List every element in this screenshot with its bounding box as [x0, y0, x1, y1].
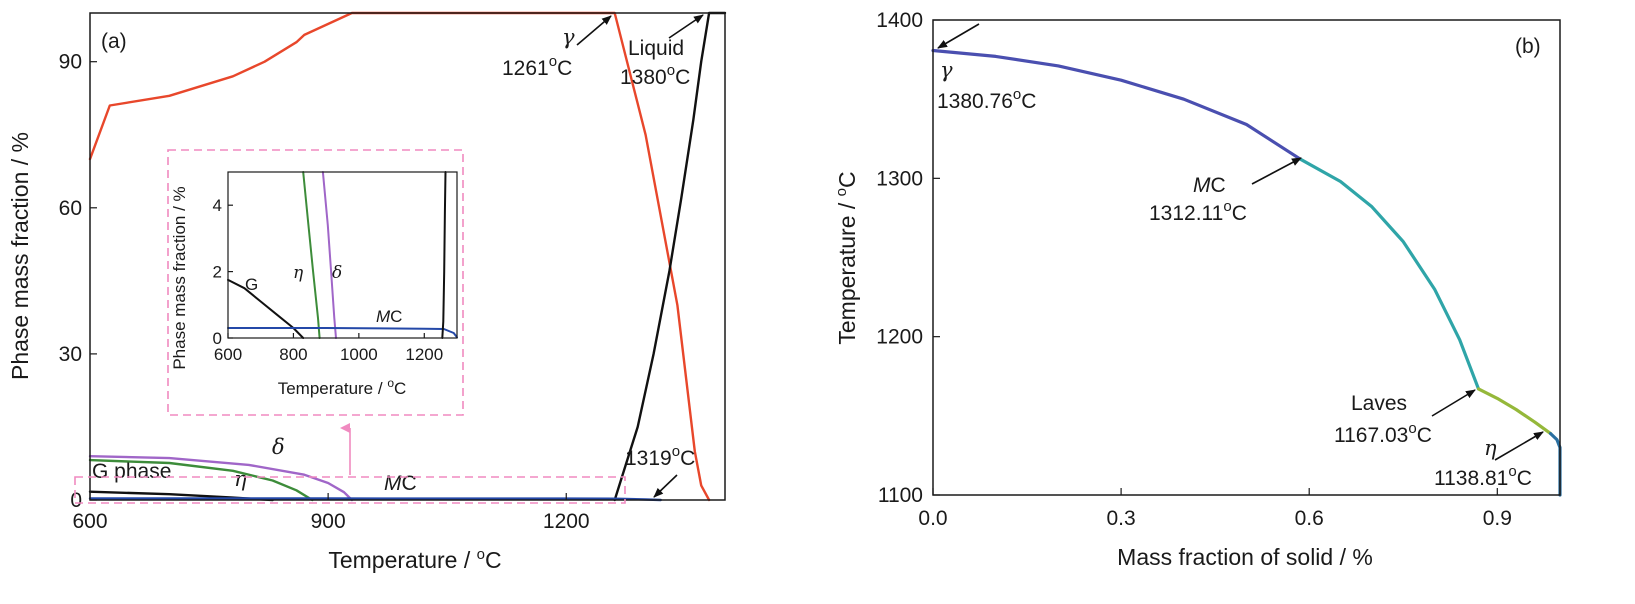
- liquid-annotation-arrow: [668, 14, 704, 39]
- b-mc-temp: 1312.11oC: [1149, 198, 1247, 225]
- panel-a-label: (a): [101, 30, 127, 53]
- panel-b-x-tick-label: 0.9: [1483, 507, 1512, 530]
- panel-b: 0.0 0.3 0.6 0.9 1100 1200 1300 1400 (b) Tempera…: [833, 9, 1562, 570]
- eta-annotation: η: [234, 467, 247, 491]
- panel-a-series-delta: [88, 455, 354, 502]
- inset-y-tick-label: 4: [213, 196, 222, 215]
- inset-series-eta: [302, 171, 321, 339]
- panel-b-x-tick-label: 0.3: [1106, 507, 1135, 530]
- panel-a-y-tick-label: 30: [59, 343, 82, 366]
- inset-y-tick-label: 2: [213, 263, 222, 282]
- inset-series: [227, 171, 458, 339]
- mc-temp-annotation-arrow: [653, 474, 678, 498]
- b-mc-arrow: [1251, 157, 1302, 185]
- inset-eta-label: η: [293, 263, 304, 283]
- gamma-annotation-temp: 1261oC: [502, 53, 572, 80]
- panel-a: 600 900 1200 0 30 60 90 (a) Phase mass fractio…: [7, 11, 727, 573]
- panel-a-y-tick-label: 60: [59, 197, 82, 220]
- gamma-annotation-arrow: [576, 15, 612, 46]
- inset-border: [167, 149, 464, 416]
- b-eta-arrow: [1494, 431, 1544, 461]
- inset-x-tick-label: 600: [214, 345, 242, 364]
- panel-b-ticks: 0.0 0.3 0.6 0.9 1100 1200 1300 1400: [876, 9, 1512, 530]
- panel-a-y-axis-title: Phase mass fraction / %: [7, 132, 33, 380]
- panel-b-x-axis-title: Mass fraction of solid / %: [1117, 544, 1373, 570]
- panel-a-x-tick-label: 600: [72, 510, 107, 533]
- b-laves-temp: 1167.03oC: [1334, 420, 1432, 447]
- gamma-annotation-symbol: γ: [562, 25, 575, 49]
- panel-b-y-tick-label: 1400: [876, 9, 923, 32]
- inset-x-tick-label: 800: [279, 345, 307, 364]
- panel-b-y-tick-label: 1200: [876, 326, 923, 349]
- inset-series-liquid: [441, 171, 447, 339]
- delta-annotation: δ: [272, 435, 285, 459]
- panel-a-x-axis-title: Temperature / oC: [328, 546, 501, 573]
- panel-a-ticks: 600 900 1200 0 30 60 90: [59, 51, 590, 533]
- liquid-annotation-label: Liquid: [628, 37, 684, 60]
- panel-a-y-tick-label: 0: [70, 489, 82, 512]
- inset-x-tick-label: 1200: [405, 345, 443, 364]
- inset-series-delta: [321, 171, 337, 339]
- inset-series-mc: [227, 327, 458, 339]
- panel-b-series-scheil_eta: [1548, 432, 1562, 497]
- g-phase-annotation: G phase: [92, 460, 171, 483]
- inset-ticks: 600 800 1000 1200 0 2 4: [213, 196, 444, 364]
- panel-b-y-tick-label: 1300: [876, 167, 923, 190]
- inset-x-tick-label: 1000: [340, 345, 378, 364]
- panel-b-y-axis-title: Temperature / oC: [833, 171, 860, 344]
- panel-a-x-tick-label: 900: [311, 510, 346, 533]
- b-gamma-temp: 1380.76oC: [937, 86, 1036, 113]
- panel-b-series-scheil_gamma: [931, 48, 1303, 161]
- b-laves-label: Laves: [1351, 392, 1407, 415]
- b-mc-label: MC: [1193, 174, 1226, 197]
- inset-delta-label: δ: [332, 263, 342, 283]
- mc-annotation: MC: [384, 472, 417, 495]
- b-laves-arrow: [1431, 389, 1476, 417]
- inset-series-gphase: [227, 278, 305, 339]
- panel-a-series-liquid: [613, 11, 727, 502]
- mc-temp-annotation: 1319oC: [625, 443, 695, 470]
- inset-y-tick-label: 0: [213, 329, 222, 348]
- inset-y-axis-title: Phase mass fraction / %: [170, 186, 189, 369]
- inset-x-axis-title: Temperature / oC: [278, 376, 407, 398]
- panel-b-x-tick-label: 0.6: [1295, 507, 1324, 530]
- b-eta-temp: 1138.81oC: [1434, 463, 1532, 490]
- panel-b-frame: [932, 19, 1561, 496]
- panel-b-series: [931, 48, 1562, 497]
- inset-g-label: G: [245, 275, 258, 294]
- b-eta-symbol: η: [1484, 436, 1497, 460]
- zoom-region-box: [74, 476, 626, 504]
- panel-b-series-scheil_mc: [1298, 157, 1481, 391]
- panel-b-series-scheil_laves: [1476, 387, 1553, 436]
- inset-chart: 600 800 1000 1200 0 2 4 Phase mass fraction / …: [167, 149, 464, 416]
- liquid-annotation-temp: 1380oC: [620, 62, 690, 89]
- panel-a-y-tick-label: 90: [59, 51, 82, 74]
- inset-frame: [227, 171, 458, 339]
- b-gamma-symbol: γ: [940, 58, 953, 82]
- panel-b-label: (b): [1515, 35, 1541, 58]
- panel-b-x-tick-label: 0.0: [918, 507, 947, 530]
- panel-a-series-eta: [88, 458, 314, 502]
- panel-a-frame: [89, 12, 726, 501]
- panel-a-x-tick-label: 1200: [543, 510, 590, 533]
- panel-b-y-tick-label: 1100: [878, 484, 923, 507]
- inset-mc-label: MC: [376, 307, 402, 326]
- b-gamma-arrow: [937, 23, 980, 49]
